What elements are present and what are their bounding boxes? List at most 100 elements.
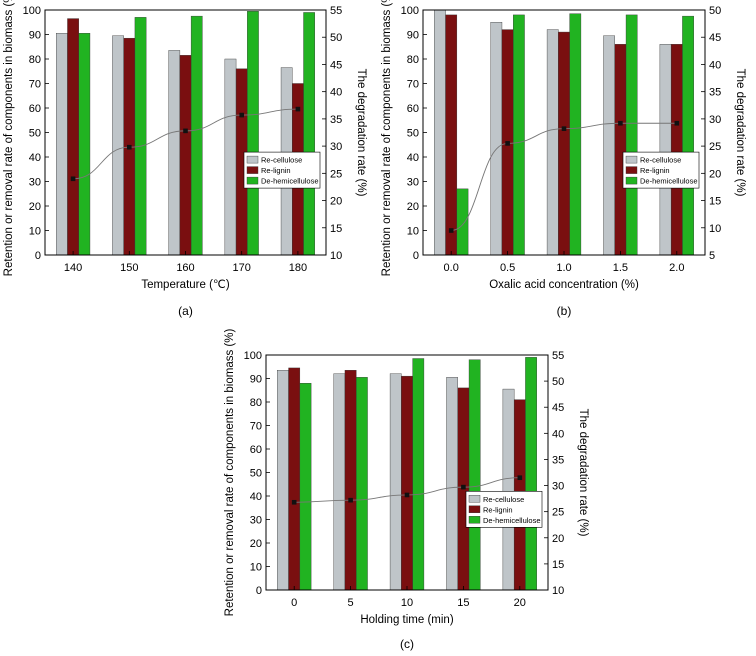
y-tick-label: 60: [29, 103, 41, 115]
y-tick-label: 50: [407, 128, 419, 140]
y-tick-label: 20: [250, 538, 262, 550]
legend-label: De-hemicellulose: [483, 516, 541, 525]
bar-re-cellulose: [112, 35, 124, 256]
degradation-rate-marker: [461, 484, 466, 490]
x-tick-label: 10: [401, 597, 413, 609]
x-tick-label: 1.5: [613, 262, 628, 274]
legend-label: Re-lignin: [261, 166, 291, 175]
bar-de-hemicellulose: [412, 358, 425, 591]
y-tick-label: 30: [29, 177, 41, 189]
x-tick-label: 140: [64, 262, 82, 274]
y-axis-title: Retention or removal rate of components …: [381, 0, 393, 276]
y2-tick-label: 20: [552, 533, 564, 545]
bar-re-cellulose: [434, 9, 446, 256]
bar-re-cellulose: [659, 44, 672, 256]
bar-de-hemicellulose: [356, 377, 368, 591]
y2-tick-label: 30: [330, 141, 342, 153]
degradation-rate-marker: [517, 475, 523, 481]
y-axis-title: Retention or removal rate of components …: [3, 0, 15, 276]
y2-tick-label: 50: [552, 376, 564, 388]
bar-de-hemicellulose: [134, 17, 147, 256]
y2-tick-label: 25: [709, 141, 721, 153]
bar-re-cellulose: [490, 22, 503, 256]
degradation-rate-marker: [674, 120, 680, 126]
degradation-rate-marker: [70, 176, 76, 182]
legend-swatch: [468, 505, 481, 513]
y-tick-label: 50: [250, 468, 262, 480]
y-tick-label: 90: [250, 374, 262, 386]
degradation-rate-marker: [295, 106, 301, 112]
x-axis-title: Temperature (℃): [141, 279, 229, 291]
y-tick-label: 80: [250, 397, 262, 409]
bar-re-cellulose: [446, 377, 458, 591]
bar-de-hemicellulose: [190, 15, 203, 256]
degradation-rate-marker: [127, 144, 132, 150]
bar-re-lignin: [558, 31, 570, 256]
x-tick-label: 0.5: [500, 262, 515, 274]
y2-tick-label: 50: [330, 32, 342, 44]
degradation-rate-marker: [239, 112, 244, 118]
y2-tick-label: 20: [330, 196, 342, 208]
bar-re-cellulose: [277, 370, 289, 591]
y2-axis-title: The degradation rate (%): [355, 69, 367, 197]
y2-tick-label: 40: [552, 428, 564, 440]
y-tick-label: 10: [29, 226, 41, 238]
bar-re-lignin: [344, 370, 357, 591]
y2-tick-label: 45: [330, 59, 342, 71]
legend-swatch: [468, 516, 481, 524]
degradation-rate-marker: [183, 128, 188, 134]
legend-label: Re-cellulose: [640, 156, 681, 165]
legend-swatch: [468, 495, 481, 503]
legend-label: Re-lignin: [640, 166, 670, 175]
y-tick-label: 10: [250, 562, 262, 574]
y-tick-label: 40: [407, 152, 419, 164]
degradation-rate-marker: [505, 141, 510, 146]
bar-re-cellulose: [603, 35, 615, 256]
bar-de-hemicellulose: [299, 383, 312, 591]
y-tick-label: 10: [407, 226, 419, 238]
degradation-rate-marker: [561, 126, 567, 131]
y2-tick-label: 25: [552, 507, 564, 519]
bar-re-lignin: [614, 44, 627, 256]
panel-label: (b): [557, 304, 572, 318]
legend-swatch: [625, 176, 638, 185]
degradation-rate-marker: [348, 497, 353, 503]
x-tick-label: 15: [457, 597, 469, 609]
x-tick-label: 150: [120, 262, 138, 274]
degradation-rate-line: [451, 122, 677, 231]
y-tick-label: 80: [29, 54, 41, 66]
y-tick-label: 20: [407, 201, 419, 213]
y2-tick-label: 15: [330, 223, 342, 235]
y2-axis-title: The degradation rate (%): [577, 409, 589, 537]
y2-tick-label: 15: [709, 196, 721, 208]
bar-de-hemicellulose: [682, 15, 694, 256]
y2-tick-label: 20: [709, 168, 721, 180]
legend-label: Re-cellulose: [483, 495, 524, 504]
degradation-rate-marker: [291, 499, 297, 505]
y2-tick-label: 55: [330, 5, 342, 17]
y-tick-label: 50: [29, 128, 41, 140]
bar-de-hemicellulose: [456, 188, 469, 256]
bar-re-cellulose: [224, 58, 237, 256]
y-tick-label: 40: [29, 152, 41, 164]
bar-de-hemicellulose: [625, 14, 638, 256]
y2-tick-label: 30: [709, 114, 721, 126]
bar-de-hemicellulose: [78, 33, 91, 256]
y-axis-title: Retention or removal rate of components …: [224, 329, 236, 617]
bar-re-lignin: [67, 18, 79, 256]
y-tick-label: 40: [250, 491, 262, 503]
bar-re-lignin: [288, 367, 301, 591]
y2-tick-label: 55: [552, 350, 564, 362]
x-axis-title: Holding time (min): [360, 614, 453, 626]
x-tick-label: 170: [233, 262, 251, 274]
y2-tick-label: 35: [552, 454, 564, 466]
bar-de-hemicellulose: [468, 359, 481, 591]
panel-c: 0102030405060708090100101520253035404550…: [224, 329, 589, 651]
y-tick-label: 100: [401, 5, 419, 17]
legend-swatch: [246, 166, 259, 174]
bar-re-cellulose: [168, 50, 181, 256]
